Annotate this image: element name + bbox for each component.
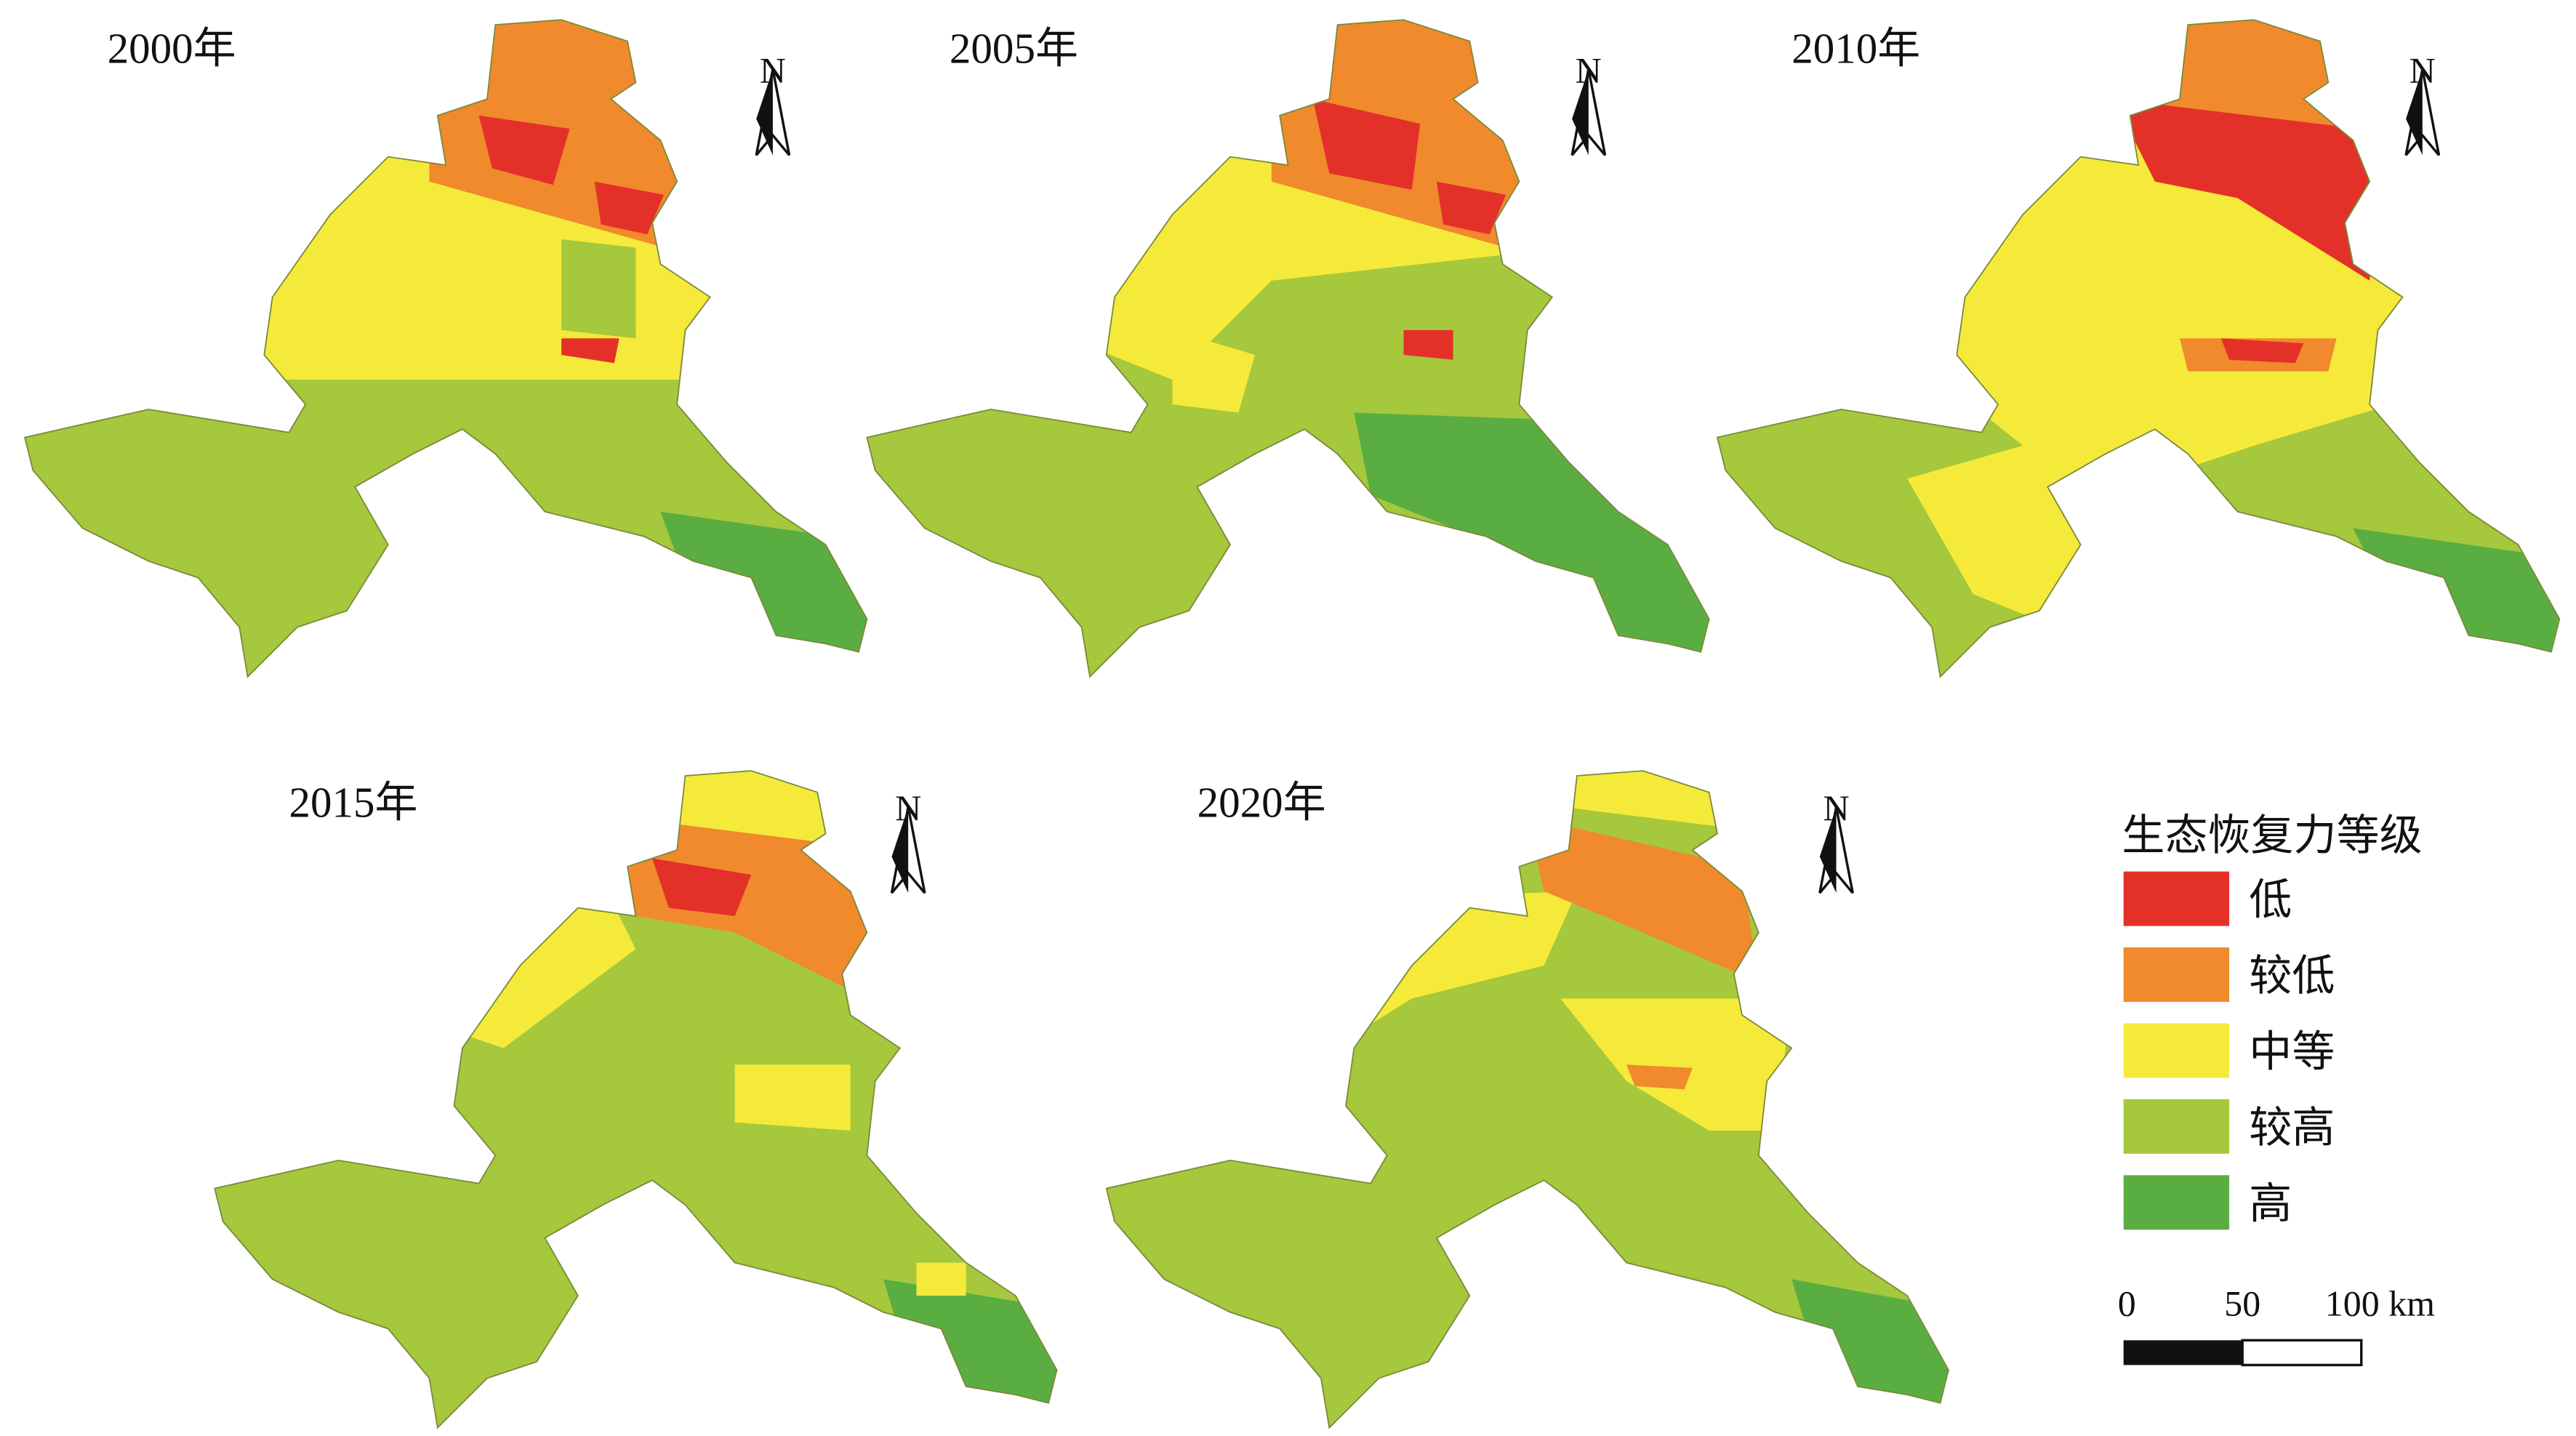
legend-title: 生态恢复力等级 xyxy=(2122,811,2422,859)
scale-label: 0 xyxy=(2118,1283,2136,1323)
region xyxy=(734,1064,851,1131)
scale-segment xyxy=(2241,1339,2363,1367)
year-label: 2020年 xyxy=(1197,779,1326,827)
year-label: 2010年 xyxy=(1791,24,1920,72)
region xyxy=(1560,998,1792,1131)
legend-swatch xyxy=(2123,871,2230,926)
region xyxy=(916,1262,966,1296)
region xyxy=(1436,181,1506,235)
legend-swatch xyxy=(2123,1175,2230,1230)
region xyxy=(1354,412,1709,677)
map-panel: 2010年 N xyxy=(1716,19,2561,678)
region xyxy=(1626,1064,1693,1090)
region xyxy=(2353,528,2560,677)
scale-label: 100 km xyxy=(2325,1283,2435,1323)
region xyxy=(1403,330,1453,360)
map-panel: 2000年 N xyxy=(23,19,868,678)
region xyxy=(652,858,752,916)
region xyxy=(1527,817,1759,982)
legend-label: 中等 xyxy=(2249,1028,2335,1076)
region xyxy=(883,1279,1057,1428)
year-label: 2005年 xyxy=(950,24,1078,72)
year-label: 2000年 xyxy=(108,24,236,72)
map-panel: 2020年 N xyxy=(1105,770,1950,1429)
scale-segment xyxy=(2123,1340,2243,1365)
region xyxy=(2220,338,2304,364)
legend-swatch xyxy=(2123,1023,2230,1078)
map-panel: 2015年 N xyxy=(214,770,1058,1429)
year-label: 2015年 xyxy=(289,779,417,827)
scale-bar: 0 50 100 km xyxy=(2118,1283,2435,1367)
scale-label: 50 xyxy=(2224,1283,2260,1323)
region xyxy=(561,239,636,339)
region xyxy=(1791,1279,1949,1428)
map-panel: 2005年 N xyxy=(866,19,1710,678)
legend-swatch xyxy=(2123,947,2230,1002)
region xyxy=(1172,330,1256,413)
legend-label: 高 xyxy=(2249,1179,2292,1227)
region xyxy=(2114,99,2386,281)
legend-swatch xyxy=(2123,1099,2230,1154)
region xyxy=(1312,99,1421,190)
region xyxy=(478,115,570,185)
region xyxy=(561,338,619,364)
legend-label: 低 xyxy=(2249,876,2292,924)
region xyxy=(1907,132,2420,627)
legend-label: 较低 xyxy=(2249,952,2335,1000)
region xyxy=(594,181,665,235)
legend-label: 较高 xyxy=(2249,1104,2335,1152)
